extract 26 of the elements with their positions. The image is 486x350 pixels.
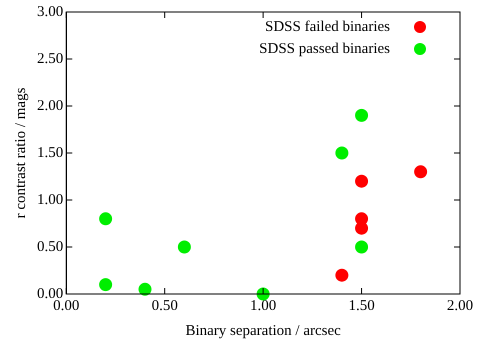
y-tick-label: 3.00 <box>37 4 64 20</box>
point <box>355 240 368 254</box>
point <box>138 282 152 296</box>
point <box>355 212 368 226</box>
y-tick-label: 1.50 <box>37 144 64 161</box>
x-axis-title: Binary separation / arcsec <box>185 322 342 339</box>
y-axis-title: r contrast ratio / mags <box>12 87 29 218</box>
legend-label: SDSS passed binaries <box>259 40 390 57</box>
point <box>355 174 368 188</box>
point <box>99 212 112 226</box>
x-tick-label: 0.00 <box>53 298 80 314</box>
x-tick-label: 1.50 <box>348 298 375 314</box>
point <box>178 240 191 254</box>
y-tick-label: 2.00 <box>37 98 64 114</box>
x-tick-label: 1.00 <box>250 298 276 314</box>
point <box>335 146 348 160</box>
legend-label: SDSS failed binaries <box>265 18 390 35</box>
point <box>99 278 112 292</box>
point <box>335 268 348 282</box>
x-tick-label: 2.00 <box>446 298 474 314</box>
point <box>414 165 428 178</box>
y-tick-label: 2.50 <box>37 50 64 67</box>
y-tick-label: 0.50 <box>37 238 64 255</box>
point <box>355 108 368 122</box>
y-tick-label: 1.00 <box>37 192 64 208</box>
x-tick-label: 0.50 <box>152 298 178 314</box>
